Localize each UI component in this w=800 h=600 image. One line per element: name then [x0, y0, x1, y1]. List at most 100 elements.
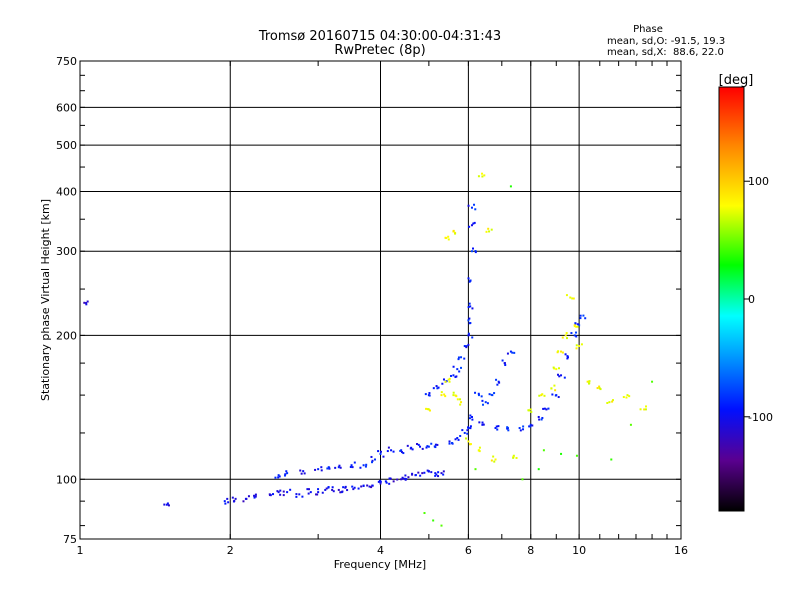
data-point: [306, 488, 309, 491]
data-point: [434, 474, 437, 477]
data-point: [457, 438, 460, 441]
data-point: [474, 251, 477, 254]
data-point: [276, 490, 279, 493]
data-point: [566, 355, 569, 358]
y-tick-label: 75: [63, 533, 77, 546]
data-point: [295, 495, 298, 498]
data-point: [506, 426, 509, 429]
y-tick-label: 200: [56, 329, 77, 342]
data-point: [320, 469, 323, 472]
data-point: [542, 449, 545, 452]
data-point: [432, 387, 435, 390]
data-point: [485, 230, 488, 233]
data-point: [421, 472, 424, 475]
phase-stats-o: mean, sd,O: -91.5, 19.3: [607, 36, 725, 47]
data-point: [437, 386, 440, 389]
data-point: [426, 408, 429, 411]
data-point: [651, 380, 654, 383]
data-point: [554, 394, 557, 397]
data-point: [463, 357, 466, 360]
data-point: [470, 206, 473, 209]
data-point: [565, 294, 568, 297]
y-axis-ticks: 75 100 200 300 400 500 600 750: [56, 55, 681, 546]
data-point: [522, 425, 525, 428]
data-point: [490, 228, 493, 231]
data-point: [610, 458, 613, 461]
data-point: [481, 399, 484, 402]
data-point: [298, 493, 301, 496]
data-point: [245, 497, 248, 500]
data-point: [332, 490, 335, 493]
data-point: [488, 230, 491, 233]
data-point: [558, 367, 561, 370]
data-point: [435, 473, 438, 476]
data-point: [573, 325, 576, 328]
data-point: [471, 247, 474, 250]
data-point: [370, 455, 373, 458]
data-point: [282, 494, 285, 497]
data-point: [622, 396, 625, 399]
data-point: [364, 465, 367, 468]
data-point: [576, 325, 579, 328]
data-point: [575, 325, 578, 328]
data-point: [474, 391, 477, 394]
data-point: [575, 344, 578, 347]
data-point: [555, 368, 558, 371]
data-point: [513, 351, 516, 354]
data-point: [470, 224, 473, 227]
data-point: [459, 434, 462, 437]
data-point: [531, 424, 534, 427]
data-point: [404, 474, 407, 477]
data-point: [167, 504, 170, 507]
data-point: [575, 454, 578, 457]
data-point: [450, 374, 453, 377]
data-point: [567, 356, 570, 359]
data-point: [436, 387, 439, 390]
data-point: [440, 394, 443, 397]
data-point: [573, 334, 576, 337]
data-point: [456, 436, 459, 439]
colorbar-tick-label: -100: [748, 411, 773, 424]
data-point: [344, 485, 347, 488]
data-point: [400, 478, 403, 481]
data-point: [440, 472, 443, 475]
data-point: [86, 300, 89, 303]
data-point: [547, 407, 550, 410]
data-point: [459, 403, 462, 406]
data-point: [512, 455, 515, 458]
data-point: [442, 470, 445, 473]
data-point: [295, 493, 298, 496]
data-point: [579, 317, 582, 320]
data-point: [467, 332, 470, 335]
data-point: [317, 491, 320, 494]
data-point: [378, 479, 381, 482]
data-point: [515, 456, 518, 459]
data-point: [496, 428, 499, 431]
data-point: [469, 443, 472, 446]
data-point: [565, 332, 568, 335]
data-point: [467, 306, 470, 309]
colorbar: [deg] 100 0 -100: [718, 73, 773, 512]
data-point: [447, 238, 450, 241]
data-point: [545, 408, 548, 411]
data-point: [346, 489, 349, 492]
data-point: [427, 470, 430, 473]
data-point: [368, 485, 371, 488]
data-point: [434, 472, 437, 475]
data-point: [503, 362, 506, 365]
data-point: [452, 229, 455, 232]
data-point: [467, 319, 470, 322]
data-point: [509, 185, 512, 188]
data-point: [471, 418, 474, 421]
data-point: [518, 427, 521, 430]
data-point: [419, 445, 422, 448]
data-point: [349, 465, 352, 468]
data-point: [452, 394, 455, 397]
data-point: [452, 391, 455, 394]
data-point: [426, 445, 429, 448]
data-point: [428, 392, 431, 395]
data-point: [481, 423, 484, 426]
data-point: [468, 317, 471, 320]
data-point: [472, 222, 475, 225]
data-point: [327, 486, 330, 489]
